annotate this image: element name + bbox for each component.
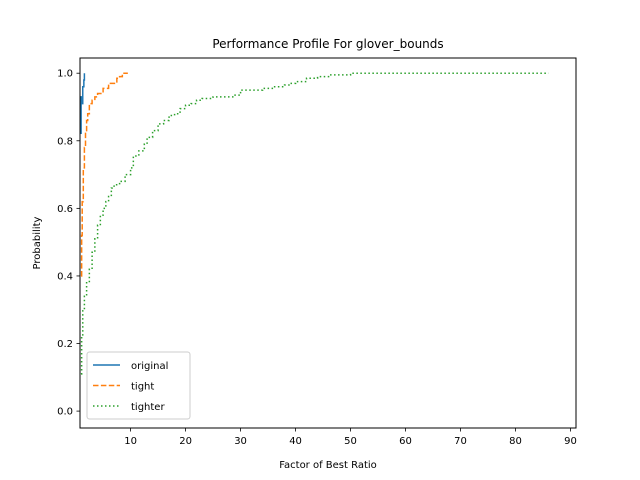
y-tick-label: 0.0 bbox=[57, 407, 73, 418]
x-tick-label: 30 bbox=[234, 436, 247, 447]
x-tick-label: 70 bbox=[454, 436, 467, 447]
x-axis: 10 20 30 40 50 60 70 80 90 bbox=[124, 428, 577, 447]
y-axis-label: Probability bbox=[32, 216, 43, 269]
legend-label-tight: tight bbox=[131, 382, 154, 393]
x-tick-label: 90 bbox=[564, 436, 577, 447]
legend-label-original: original bbox=[131, 361, 168, 372]
series-line-original bbox=[80, 73, 86, 135]
x-axis-label: Factor of Best Ratio bbox=[279, 460, 377, 471]
x-tick-label: 60 bbox=[399, 436, 412, 447]
x-tick-label: 40 bbox=[289, 436, 302, 447]
y-tick-label: 0.8 bbox=[57, 136, 73, 147]
legend: original tight tighter bbox=[86, 351, 191, 420]
x-tick-label: 20 bbox=[179, 436, 192, 447]
y-tick-label: 0.6 bbox=[57, 204, 73, 215]
y-tick-label: 1.0 bbox=[57, 69, 73, 80]
x-tick-label: 80 bbox=[509, 436, 522, 447]
x-tick-label: 50 bbox=[344, 436, 357, 447]
legend-label-tighter: tighter bbox=[131, 402, 165, 413]
chart-title: Performance Profile For glover_bounds bbox=[212, 37, 443, 51]
series-line-tight bbox=[80, 72, 128, 277]
legend-box bbox=[86, 351, 191, 420]
x-tick-label: 10 bbox=[124, 436, 137, 447]
y-axis: 0.0 0.2 0.4 0.6 0.8 1.0 bbox=[57, 69, 80, 418]
y-tick-label: 0.2 bbox=[57, 339, 73, 350]
plot-area bbox=[80, 72, 549, 375]
y-tick-label: 0.4 bbox=[57, 271, 73, 282]
axes-frame bbox=[79, 57, 577, 429]
